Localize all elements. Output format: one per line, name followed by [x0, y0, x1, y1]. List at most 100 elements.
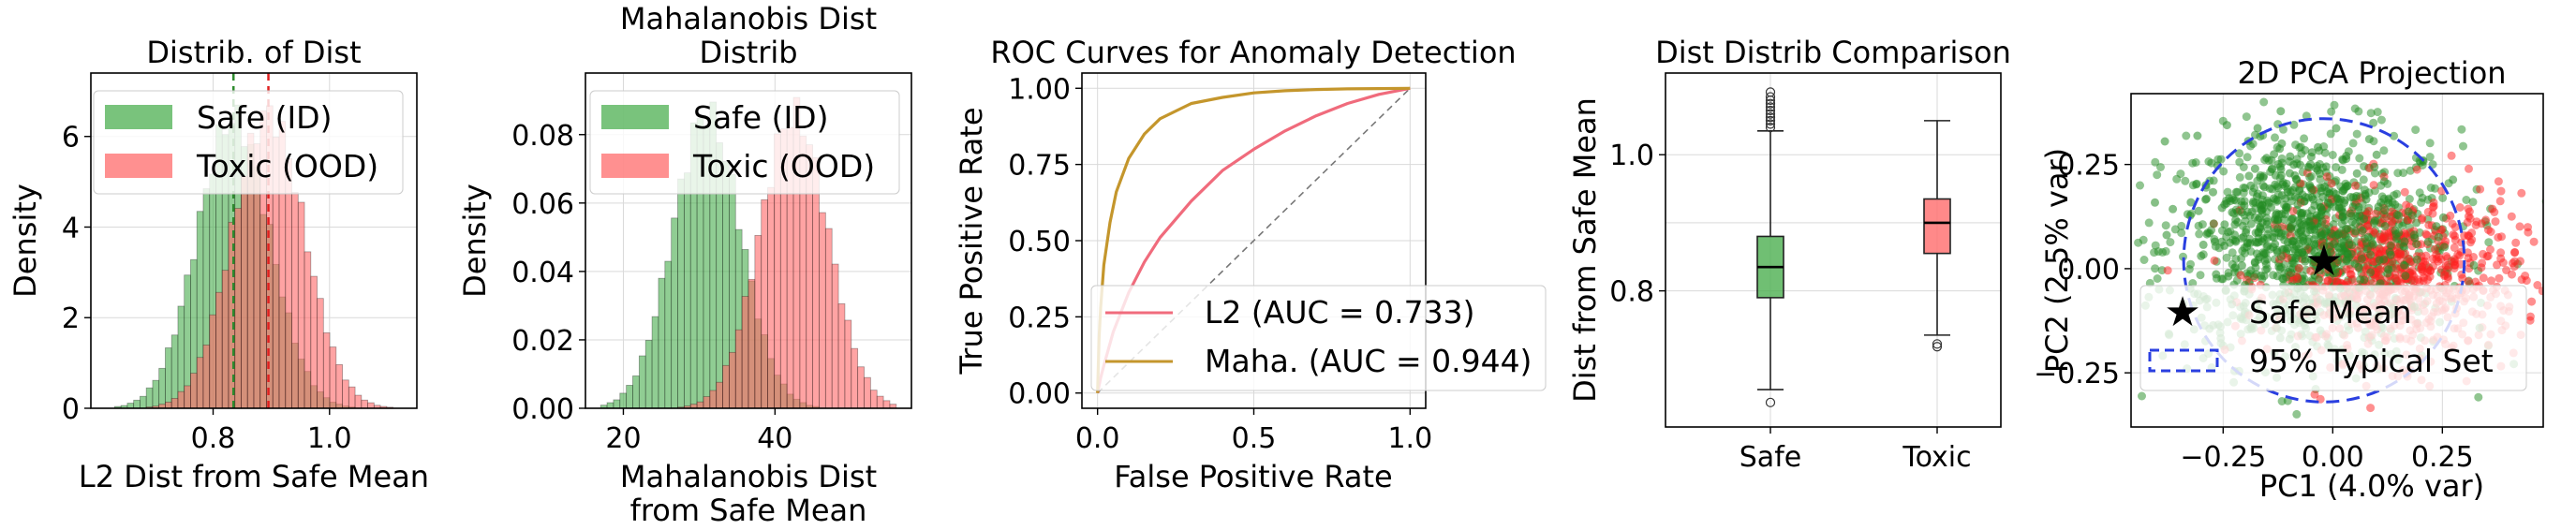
p2-bars: [600, 96, 897, 408]
p5-point-safe: [2259, 272, 2269, 281]
p2-bar-safe: [613, 399, 621, 408]
p4-safe-outlier: [1765, 98, 1776, 109]
p5-point-toxic: [2482, 252, 2492, 261]
p5-point-safe: [2223, 187, 2232, 197]
p2-bar-toxic: [741, 296, 749, 408]
p5-point-toxic: [2310, 390, 2319, 399]
p5-point-toxic: [2524, 228, 2533, 237]
p5-point-safe: [2160, 137, 2169, 146]
p5-point-safe: [2326, 247, 2335, 257]
p5-point-toxic: [2327, 179, 2336, 188]
p5-point-safe: [2320, 182, 2330, 191]
p5-safe-mean-star-icon: ★: [2307, 240, 2341, 283]
p2-ytick-label: 0.08: [511, 120, 574, 153]
p1-bar-toxic: [177, 390, 185, 408]
p1-bar-toxic: [241, 175, 248, 408]
p5-point-safe: [2281, 194, 2290, 203]
p5-point-safe: [2253, 124, 2262, 133]
p5-point-safe: [2352, 129, 2361, 139]
p5-point-safe: [2110, 296, 2118, 304]
p2-ylabel: Density: [457, 184, 493, 298]
p1-ticks: 0.8 1.0 0 2 4 6: [62, 122, 352, 455]
p5-point-toxic: [2507, 212, 2516, 221]
p2-bar-toxic: [882, 400, 891, 408]
p1-bar-safe: [170, 334, 179, 408]
p5-point-safe: [2411, 125, 2421, 135]
p3-ticks: 0.0 0.5 1.0 0.00 0.25 0.50 0.75 1.00: [1008, 73, 1432, 455]
p5-point-safe: [2188, 158, 2198, 168]
p5-point-safe: [2176, 169, 2185, 179]
p3-ytick-label: 0.25: [1008, 302, 1071, 334]
p5-point-toxic: [2402, 200, 2411, 210]
p2-bar-toxic: [689, 404, 698, 408]
p5-point-safe: [2376, 198, 2386, 207]
p2-bar-toxic: [876, 395, 884, 408]
p5-point-safe: [2332, 124, 2341, 133]
p5-point-safe: [2401, 272, 2410, 281]
p1-bar-toxic: [367, 402, 375, 408]
p1-bar-safe: [126, 403, 135, 408]
p4-safe-outlier: [1765, 112, 1776, 123]
p5-point-safe: [2256, 173, 2265, 182]
p5-point-toxic: [2525, 316, 2535, 325]
p5-point-toxic: [2486, 245, 2495, 254]
p1-bar-toxic: [209, 314, 216, 408]
p2-legend-safe-swatch: [601, 105, 669, 129]
p5-point-safe: [2186, 259, 2195, 269]
p5-point-safe: [2379, 255, 2389, 264]
p5-point-safe: [2386, 250, 2395, 259]
p5-point-safe: [2211, 237, 2219, 246]
p5-point-safe: [2438, 213, 2448, 222]
p4-ylabel: Dist from Safe Mean: [1567, 97, 1603, 403]
p5-point-safe: [2412, 240, 2421, 249]
p5-point-safe: [2139, 256, 2149, 264]
p5-point-safe: [2474, 392, 2483, 402]
p5-point-safe: [2198, 240, 2208, 249]
p4-safe-outlier: [1765, 92, 1776, 102]
p2-bar-toxic: [824, 228, 833, 408]
p5-point-safe: [2270, 150, 2279, 159]
p1-bar-toxic: [215, 291, 223, 408]
p2-ytick-label: 0.06: [511, 188, 574, 221]
p3-ylabel: True Positive Rate: [954, 107, 989, 375]
p5-point-safe: [2276, 107, 2286, 116]
p2-legend: Safe (ID) Toxic (OOD): [589, 90, 900, 195]
p5-point-toxic: [2163, 266, 2172, 275]
p5-point-toxic: [2453, 250, 2463, 259]
p5-point-toxic: [2527, 297, 2537, 306]
p5-point-safe: [2194, 206, 2203, 215]
p5-point-safe: [2209, 219, 2218, 228]
p5-point-safe: [2198, 220, 2207, 229]
p5-point-safe: [2324, 198, 2332, 207]
p3-ytick-label: 0.50: [1008, 226, 1071, 258]
p5-point-safe: [2242, 112, 2251, 122]
p5-point-safe: [2341, 232, 2350, 242]
p5-point-safe: [2237, 254, 2246, 263]
p2-bar-safe: [651, 316, 659, 408]
p5-point-safe: [2354, 107, 2363, 116]
p5-legend-star-icon: ★: [2167, 291, 2198, 332]
p5-point-safe: [2291, 174, 2301, 184]
p5-point-toxic: [2538, 287, 2543, 296]
p3-ytick-label: 1.00: [1008, 73, 1071, 106]
p5-point-safe: [2278, 180, 2287, 189]
p5-point-safe: [2352, 191, 2361, 200]
p5-point-toxic: [2533, 281, 2542, 289]
p5-point-toxic: [2555, 290, 2564, 299]
p1-bar-safe: [133, 399, 141, 408]
p5-point-toxic: [2420, 272, 2429, 282]
p5-point-safe: [2268, 232, 2277, 242]
p5-point-toxic: [2417, 265, 2425, 274]
p2-ytick-label: 0.00: [511, 393, 574, 426]
p5-point-safe: [2321, 162, 2331, 171]
p2-bar-toxic: [709, 390, 718, 408]
p5-point-safe: [2319, 242, 2329, 251]
p5-point-safe: [2169, 204, 2178, 213]
p5-point-safe: [2317, 203, 2326, 213]
p2-title-line-2: Distrib: [699, 35, 797, 70]
p5-point-safe: [2277, 397, 2287, 405]
p4-safe-outlier: [1765, 115, 1776, 125]
p1-bar-toxic: [285, 157, 292, 408]
p5-point-safe: [2351, 227, 2361, 236]
p1-bar-toxic: [354, 394, 363, 408]
